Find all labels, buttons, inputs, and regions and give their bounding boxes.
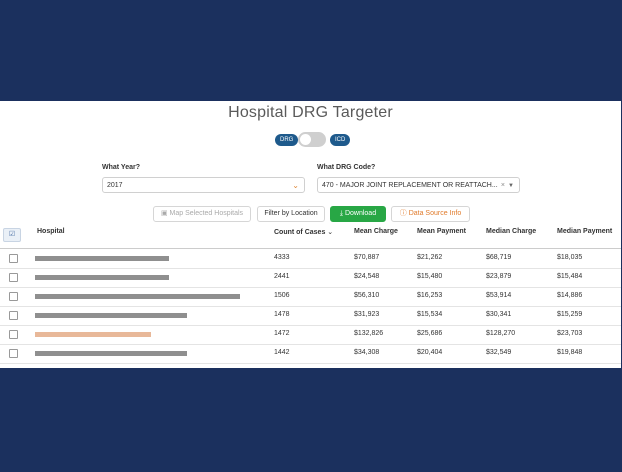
hospital-name-redacted: [35, 351, 187, 356]
table-row[interactable]: 1442 $34,308 $20,404 $32,549 $19,848: [0, 344, 621, 364]
table-row[interactable]: 1472 $132,826 $25,686 $128,270 $23,703: [0, 325, 621, 345]
table-row[interactable]: 2441 $24,548 $15,480 $23,879 $15,484: [0, 268, 621, 288]
median-payment-cell: $19,848: [557, 349, 583, 356]
col-mean-charge[interactable]: Mean Charge: [354, 228, 398, 235]
row-checkbox[interactable]: [9, 254, 18, 263]
year-select[interactable]: 2017 ⌄: [102, 177, 305, 193]
median-payment-cell: $15,259: [557, 311, 583, 318]
table-row[interactable]: 4333 $70,887 $21,262 $68,719 $18,035: [0, 249, 621, 269]
drg-value: 470 - MAJOR JOINT REPLACEMENT OR REATTAC…: [322, 182, 498, 189]
mean-payment-cell: $25,686: [417, 330, 443, 337]
year-label: What Year?: [102, 164, 140, 171]
map-selected-button[interactable]: ▣ Map Selected Hospitals: [153, 206, 251, 222]
row-checkbox[interactable]: [9, 330, 18, 339]
col-count[interactable]: Count of Cases ⌄: [274, 229, 334, 236]
col-median-charge[interactable]: Median Charge: [486, 228, 537, 235]
table-row[interactable]: 1478 $31,923 $15,534 $30,341 $15,259: [0, 306, 621, 326]
hospital-name-redacted: [35, 275, 169, 280]
year-value: 2017: [107, 182, 123, 189]
median-charge-cell: $23,879: [486, 273, 512, 280]
info-circle-icon: ⓘ: [399, 210, 407, 217]
sort-desc-icon: ⌄: [327, 229, 334, 236]
chevron-down-icon: ▼: [508, 183, 514, 189]
mean-payment-cell: $20,404: [417, 349, 443, 356]
icd-mode-pill[interactable]: ICD: [330, 134, 351, 146]
row-checkbox[interactable]: [9, 292, 18, 301]
median-charge-cell: $128,270: [486, 330, 516, 337]
count-cell: 1442: [274, 349, 290, 356]
main-panel: Hospital DRG Targeter DRG ICD What Year?…: [0, 101, 621, 368]
map-icon: ▣: [160, 210, 168, 217]
median-payment-cell: $14,886: [557, 292, 583, 299]
col-hospital[interactable]: Hospital: [37, 228, 65, 235]
mean-charge-cell: $31,923: [354, 311, 380, 318]
toggle-knob: [300, 134, 311, 145]
median-payment-cell: $23,703: [557, 330, 583, 337]
count-cell: 1472: [274, 330, 290, 337]
table-row[interactable]: 1506 $56,310 $16,253 $53,914 $14,886: [0, 287, 621, 307]
mean-charge-cell: $70,887: [354, 254, 380, 261]
mean-payment-cell: $21,262: [417, 254, 443, 261]
row-checkbox[interactable]: [9, 349, 18, 358]
col-mean-payment[interactable]: Mean Payment: [417, 228, 467, 235]
count-cell: 4333: [274, 254, 290, 261]
count-cell: 1478: [274, 311, 290, 318]
clear-icon[interactable]: ×: [500, 182, 505, 189]
drg-select[interactable]: 470 - MAJOR JOINT REPLACEMENT OR REATTAC…: [317, 177, 520, 193]
mean-payment-cell: $15,480: [417, 273, 443, 280]
data-source-info-button[interactable]: ⓘ Data Source Info: [391, 206, 470, 222]
median-charge-cell: $30,341: [486, 311, 512, 318]
median-charge-cell: $32,549: [486, 349, 512, 356]
median-charge-cell: $53,914: [486, 292, 512, 299]
download-icon: ⤓: [339, 210, 343, 217]
median-payment-cell: $15,484: [557, 273, 583, 280]
header-divider: [0, 248, 621, 249]
mean-payment-cell: $15,534: [417, 311, 443, 318]
hospital-name-redacted: [35, 313, 187, 318]
median-charge-cell: $68,719: [486, 254, 512, 261]
mean-charge-cell: $132,826: [354, 330, 384, 337]
page-title: Hospital DRG Targeter: [228, 104, 393, 121]
row-checkbox[interactable]: [9, 311, 18, 320]
hospital-name-redacted: [35, 332, 151, 337]
select-all-checkbox[interactable]: ☑: [3, 228, 21, 242]
filter-location-button[interactable]: Filter by Location: [257, 206, 325, 222]
count-cell: 1506: [274, 292, 290, 299]
col-median-payment[interactable]: Median Payment: [557, 228, 613, 235]
chevron-down-icon: ⌄: [292, 181, 299, 190]
median-payment-cell: $18,035: [557, 254, 583, 261]
download-button[interactable]: ⤓ Download: [330, 206, 386, 222]
mean-payment-cell: $16,253: [417, 292, 443, 299]
hospital-name-redacted: [35, 294, 240, 299]
mean-charge-cell: $34,308: [354, 349, 380, 356]
row-checkbox[interactable]: [9, 273, 18, 282]
mean-charge-cell: $56,310: [354, 292, 380, 299]
drg-icd-toggle[interactable]: [298, 132, 326, 147]
drg-mode-pill[interactable]: DRG: [275, 134, 299, 146]
count-cell: 2441: [274, 273, 290, 280]
mean-charge-cell: $24,548: [354, 273, 380, 280]
hospital-name-redacted: [35, 256, 169, 261]
drg-label: What DRG Code?: [317, 164, 376, 171]
